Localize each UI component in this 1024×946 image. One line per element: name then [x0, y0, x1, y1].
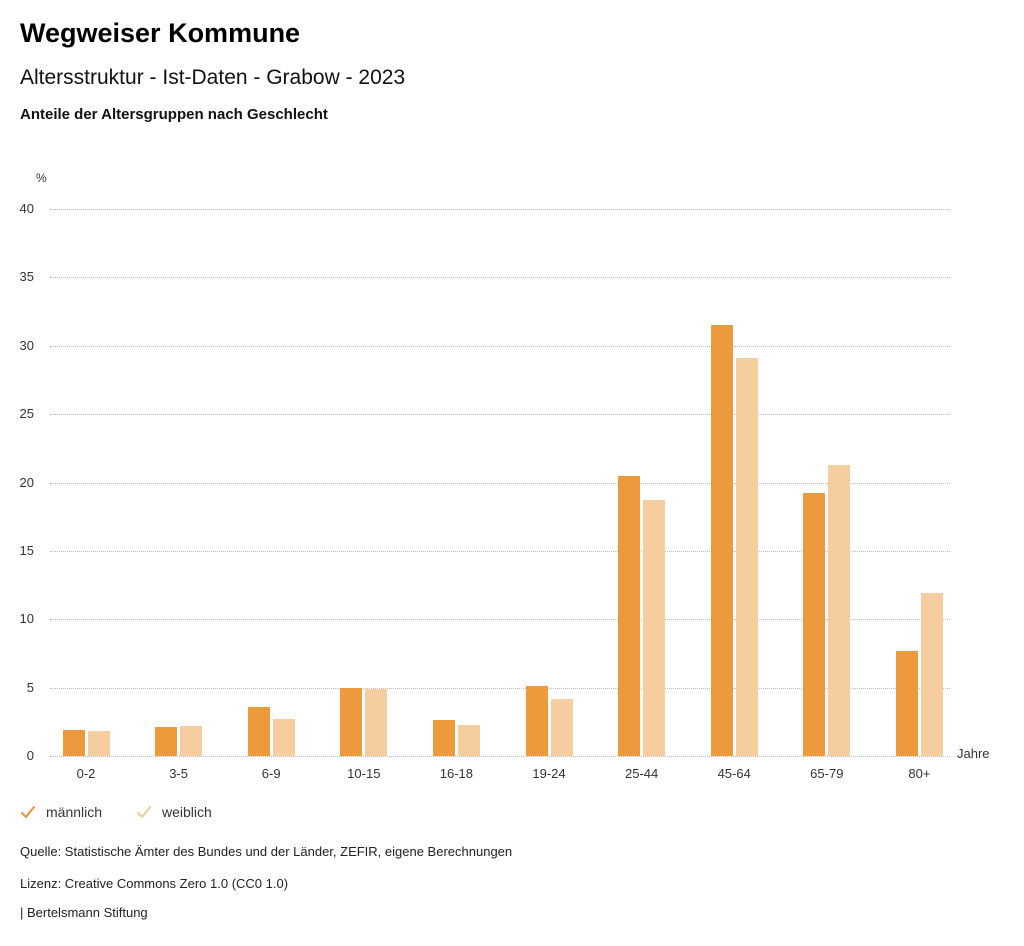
y-axis-tick-0: 0 [26, 748, 34, 763]
y-axis-tick-40: 40 [19, 201, 34, 216]
checkmark-icon [20, 805, 36, 819]
bar-männlich-0-2[interactable] [62, 730, 85, 756]
gridline-35 [50, 277, 950, 279]
page-title: Wegweiser Kommune [20, 18, 301, 48]
y-axis-tick-30: 30 [19, 337, 34, 353]
bar-weiblich-10-15[interactable] [365, 688, 388, 756]
bar-männlich-16-18[interactable] [432, 720, 455, 756]
gridline-10 [50, 619, 950, 621]
gridline-25 [50, 414, 950, 416]
bar-weiblich-80+[interactable] [920, 593, 943, 756]
x-axis-tick-10-15: 10-15 [347, 766, 381, 781]
bar-männlich-65-79[interactable] [803, 493, 826, 756]
y-axis-tick-20: 20 [19, 474, 34, 490]
bar-weiblich-65-79[interactable] [828, 464, 851, 756]
gridline-15 [50, 550, 950, 552]
page-subtitle: Altersstruktur - Ist-Daten - Grabow - 20… [20, 66, 406, 89]
brand-text: | Bertelsmann Stiftung [20, 905, 148, 920]
bar-männlich-45-64[interactable] [710, 325, 733, 756]
legend-item-maennlich[interactable]: männlich [20, 804, 102, 820]
y-axis-tick-10: 10 [19, 611, 34, 627]
bar-weiblich-6-9[interactable] [272, 719, 295, 756]
legend-label: männlich [46, 804, 103, 820]
bar-männlich-6-9[interactable] [247, 706, 270, 756]
x-axis-tick-25-44: 25-44 [624, 766, 659, 781]
x-axis-tick-65-79: 65-79 [810, 766, 844, 781]
legend-label: weiblich [162, 804, 212, 820]
bar-männlich-10-15[interactable] [340, 687, 363, 756]
y-axis-tick-15: 15 [19, 542, 34, 558]
bar-weiblich-25-44[interactable] [643, 500, 666, 756]
bar-weiblich-45-64[interactable] [735, 358, 758, 756]
y-axis-tick-35: 35 [19, 269, 34, 285]
gridline-30 [50, 345, 950, 347]
x-axis-tick-16-18: 16-18 [439, 766, 474, 781]
gridline-40 [50, 209, 950, 210]
x-axis-tick-80+: 80+ [908, 766, 931, 781]
x-axis-tick-3-5: 3-5 [169, 766, 188, 781]
bar-männlich-19-24[interactable] [525, 686, 548, 756]
license-text: Lizenz: Creative Commons Zero 1.0 (CC0 1… [20, 876, 289, 891]
x-axis-unit-label: Jahre [957, 746, 990, 761]
bar-weiblich-0-2[interactable] [87, 731, 110, 756]
bar-weiblich-16-18[interactable] [457, 724, 480, 756]
x-axis-tick-0-2: 0-2 [76, 766, 96, 781]
y-axis-tick-5: 5 [26, 679, 34, 695]
source-text: Quelle: Statistische Ämter des Bundes un… [20, 844, 513, 859]
legend: männlich weiblich [0, 804, 1024, 826]
bar-männlich-80+[interactable] [895, 650, 918, 756]
y-axis-tick-25: 25 [19, 406, 34, 422]
bar-weiblich-19-24[interactable] [550, 698, 573, 756]
x-axis-tick-45-64: 45-64 [717, 766, 751, 781]
legend-item-weiblich[interactable]: weiblich [136, 804, 212, 820]
gridline-20 [50, 482, 950, 484]
checkmark-icon [136, 805, 152, 819]
gridline-5 [50, 687, 950, 689]
chart-heading: Anteile der Altersgruppen nach Geschlech… [20, 106, 328, 123]
bar-weiblich-3-5[interactable] [180, 725, 203, 756]
x-axis-tick-6-9: 6-9 [261, 766, 281, 781]
bar-männlich-3-5[interactable] [155, 727, 178, 756]
bar-männlich-25-44[interactable] [618, 475, 641, 756]
x-axis-tick-19-24: 19-24 [532, 766, 566, 781]
gridline-0 [50, 756, 950, 757]
y-axis-unit-label: % [36, 171, 47, 185]
